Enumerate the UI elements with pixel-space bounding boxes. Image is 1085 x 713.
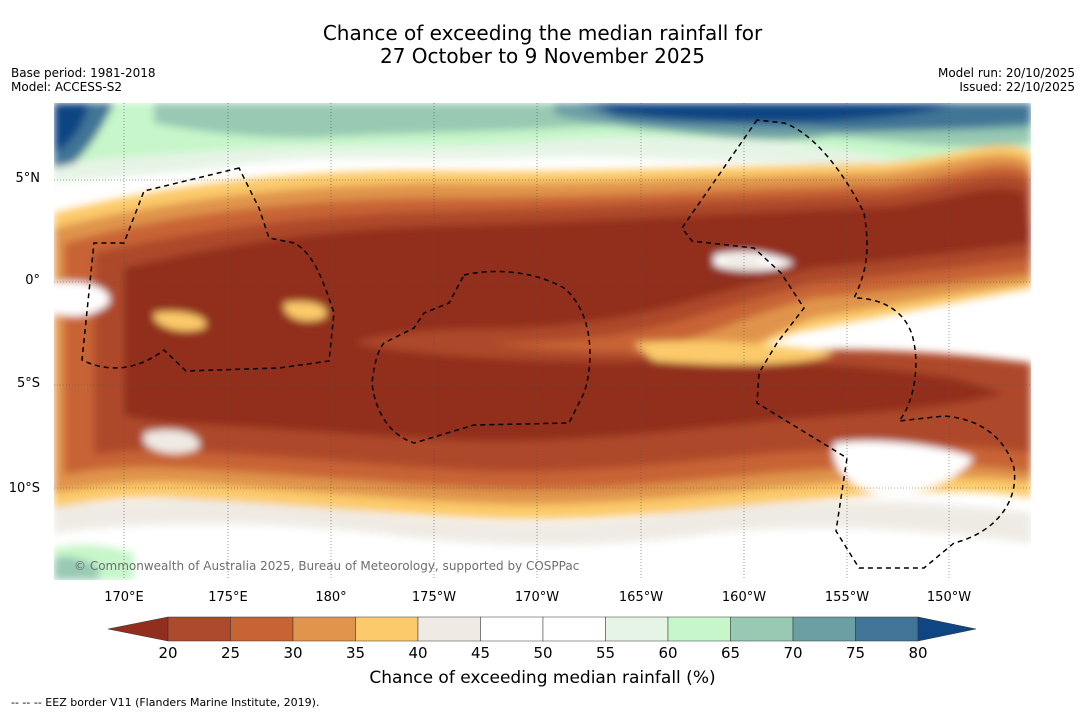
colorbar-swatch-70-75: [792, 616, 856, 642]
colorbar-swatch-35-40: [355, 616, 419, 642]
colorbar-tick-45: 45: [470, 644, 491, 662]
graticule: [54, 103, 1031, 580]
colorbar-tick-55: 55: [595, 644, 616, 662]
colorbar-swatch-50-55: [542, 616, 606, 642]
base-period-text: Base period: 1981-2018: [11, 66, 156, 80]
lon-label-155w: 155°W: [824, 590, 870, 605]
colorbar-swatch-30-35: [292, 616, 356, 642]
meta-left: Base period: 1981-2018 Model: ACCESS-S2: [11, 66, 156, 94]
title-line-2: 27 October to 9 November 2025: [379, 44, 706, 68]
colorbar: [108, 616, 977, 642]
lon-label-165w: 165°W: [618, 590, 664, 605]
colorbar-swatch-55-60: [605, 616, 669, 642]
colorbar-label: Chance of exceeding median rainfall (%): [369, 668, 716, 688]
lon-label-160w: 160°W: [721, 590, 767, 605]
lon-label-180: 180°: [315, 590, 347, 605]
colorbar-tick-40: 40: [408, 644, 428, 662]
lat-label-10s: 10°S: [8, 481, 40, 496]
colorbar-swatch-65-70: [730, 616, 794, 642]
lon-label-175w: 175°W: [411, 590, 457, 605]
colorbar-swatch-25-30: [230, 616, 294, 642]
colorbar-extend-high: [917, 616, 977, 642]
lat-label-0: 0°: [25, 273, 40, 288]
colorbar-swatch-60-65: [667, 616, 731, 642]
colorbar-tick-70: 70: [783, 644, 803, 662]
title-line-1: Chance of exceeding the median rainfall …: [322, 21, 763, 45]
lon-label-150w: 150°W: [926, 590, 972, 605]
meta-right: Model run: 20/10/2025 Issued: 22/10/2025: [938, 66, 1075, 94]
colorbar-tick-65: 65: [720, 644, 741, 662]
lat-label-5s: 5°S: [16, 376, 40, 391]
lat-label-5n: 5°N: [15, 171, 41, 186]
colorbar-tick-25: 25: [220, 644, 241, 662]
colorbar-extend-low: [108, 616, 169, 642]
eez-borders: [81, 119, 1016, 569]
colorbar-tick-80: 80: [908, 644, 928, 662]
colorbar-swatch-40-45: [417, 616, 481, 642]
colorbar-tick-50: 50: [533, 644, 553, 662]
colorbar-tick-30: 30: [283, 644, 303, 662]
model-run-text: Model run: 20/10/2025: [937, 66, 1075, 80]
colorbar-swatch-75-80: [855, 616, 919, 642]
lon-label-170w: 170°W: [514, 590, 560, 605]
copyright-text: © Commonwealth of Australia 2025, Bureau…: [74, 559, 579, 573]
model-text: Model: ACCESS-S2: [11, 80, 123, 94]
colorbar-swatch-20-25: [167, 616, 231, 642]
lon-label-170e: 170°E: [104, 590, 144, 605]
colorbar-tick-60: 60: [658, 644, 678, 662]
eez-legend-note: -- -- -- EEZ border V11 (Flanders Marine…: [11, 696, 320, 709]
issued-text: Issued: 22/10/2025: [959, 80, 1075, 94]
lon-label-175e: 175°E: [208, 590, 248, 605]
colorbar-tick-20: 20: [158, 644, 178, 662]
colorbar-swatch-45-50: [480, 616, 544, 642]
chart-title: Chance of exceeding the median rainfall …: [0, 22, 1085, 68]
rainfall-field: [54, 103, 1031, 580]
colorbar-tick-35: 35: [345, 644, 366, 662]
colorbar-tick-75: 75: [845, 644, 866, 662]
rainfall-map: © Commonwealth of Australia 2025, Bureau…: [54, 103, 1031, 580]
